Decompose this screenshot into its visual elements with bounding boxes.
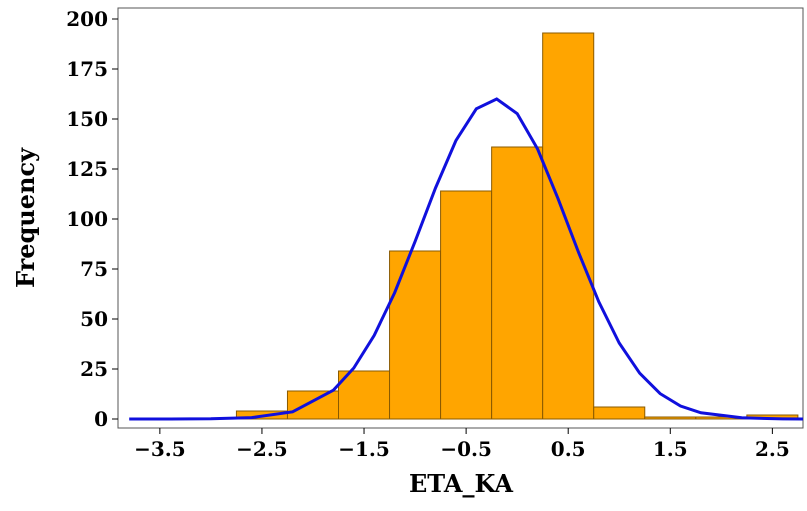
x-tick-label: 0.5	[551, 437, 586, 461]
x-axis-label: ETA_KA	[409, 469, 513, 498]
y-tick-label: 75	[80, 257, 108, 281]
x-tick-label: −0.5	[440, 437, 492, 461]
y-tick-label: 125	[66, 157, 108, 181]
x-tick-label: 1.5	[653, 437, 688, 461]
y-tick-label: 100	[66, 207, 108, 231]
y-tick-label: 150	[66, 107, 108, 131]
bar	[440, 190, 493, 420]
bar	[491, 146, 544, 420]
x-tick-label: 2.5	[755, 437, 790, 461]
bar	[593, 406, 646, 420]
plot-frame	[117, 7, 804, 429]
x-tick-label: −2.5	[236, 437, 288, 461]
y-tick-label: 50	[80, 307, 108, 331]
y-tick-label: 0	[94, 407, 108, 431]
bar	[338, 370, 391, 420]
density-curve	[129, 97, 804, 421]
bar	[644, 416, 697, 420]
x-tick-label: −1.5	[338, 437, 390, 461]
x-tick-label: −3.5	[134, 437, 186, 461]
y-tick-label: 200	[66, 7, 108, 31]
y-tick-label: 25	[80, 357, 108, 381]
bar	[286, 390, 340, 420]
bar	[389, 250, 442, 420]
y-tick-label: 175	[66, 57, 108, 81]
y-axis-label: Frequency	[11, 147, 40, 288]
